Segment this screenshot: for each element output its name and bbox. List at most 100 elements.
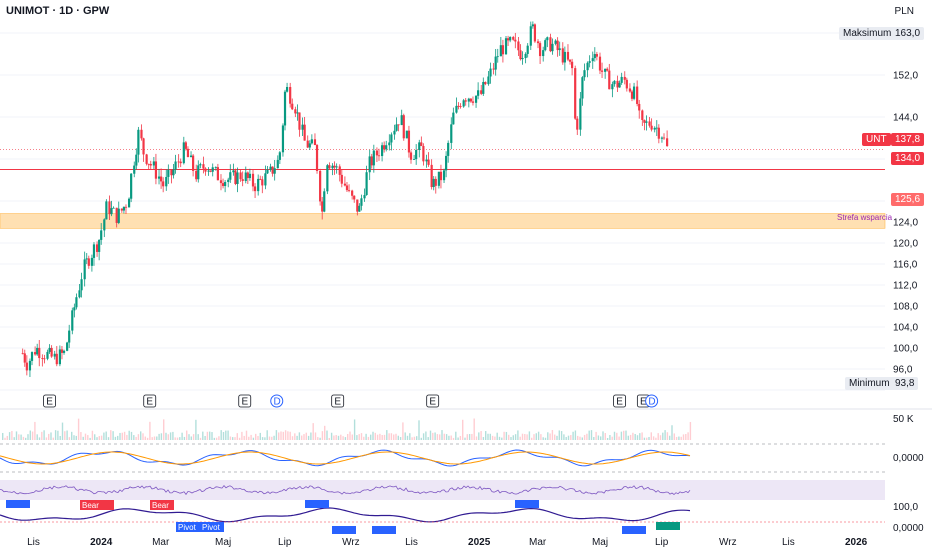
candle: [92, 244, 96, 258]
candle: [625, 79, 628, 89]
volume-bar: [565, 437, 567, 440]
volume-bar: [406, 435, 409, 440]
support-zone-label: Strefa wsparcia: [837, 213, 893, 222]
candle: [78, 290, 81, 298]
candle: [517, 41, 520, 51]
volume-axis-label: 50 K: [893, 414, 914, 425]
candle: [281, 125, 285, 153]
volume-bar: [512, 435, 514, 440]
volume-bar: [600, 436, 602, 440]
volume-bar: [416, 436, 418, 440]
volume-bar: [197, 434, 199, 440]
volume-bar: [310, 432, 312, 440]
candle: [632, 86, 636, 99]
volume-bar: [581, 437, 583, 440]
candle: [266, 169, 269, 174]
volume-bar: [514, 434, 517, 440]
candle: [432, 178, 435, 188]
candle: [289, 86, 292, 104]
volume-bar: [641, 432, 643, 440]
volume-bar: [547, 432, 549, 440]
volume-bar: [409, 433, 411, 440]
volume-bar: [305, 432, 307, 440]
signal-flag: [372, 526, 396, 534]
volume-bar: [556, 435, 558, 440]
volume-bar: [202, 431, 204, 440]
volume-bar: [549, 433, 551, 440]
candle: [170, 169, 173, 176]
volume-bar: [611, 436, 613, 440]
volume-bar: [363, 436, 365, 440]
candle: [221, 183, 225, 187]
volume-bar: [169, 432, 172, 440]
candle: [434, 178, 437, 186]
volume-bar: [593, 436, 595, 440]
candle: [623, 76, 626, 80]
volume-bar: [494, 436, 496, 440]
candle: [643, 119, 646, 123]
volume-bar: [466, 434, 468, 440]
volume-bar: [209, 431, 211, 440]
volume-bar: [18, 434, 20, 440]
candle: [30, 352, 34, 361]
volume-bar: [229, 436, 232, 440]
volume-bar: [372, 431, 374, 440]
volume-bar: [130, 431, 133, 440]
candle: [276, 159, 279, 169]
volume-bar: [188, 434, 190, 440]
candle: [285, 86, 289, 92]
x-tick-label: Lis: [405, 537, 418, 548]
volume-bar: [531, 437, 533, 440]
candle: [531, 24, 534, 27]
candle: [335, 166, 338, 168]
volume-bar: [59, 435, 61, 440]
volume-bar: [296, 435, 298, 440]
volume-bar: [572, 431, 574, 440]
volume-bar: [588, 430, 590, 440]
candle: [561, 48, 564, 63]
volume-bar: [485, 431, 487, 440]
volume-bar: [121, 432, 123, 440]
volume-bar: [123, 431, 126, 440]
volume-bar: [583, 434, 586, 440]
candle: [613, 80, 616, 85]
volume-bar: [625, 430, 627, 440]
candle: [549, 37, 552, 52]
volume-bar: [689, 421, 692, 440]
volume-bar: [204, 436, 206, 440]
volume-bar: [291, 436, 294, 440]
volume-bar: [232, 437, 234, 440]
candle: [315, 145, 319, 171]
candle: [291, 103, 294, 110]
candle: [375, 150, 379, 156]
volume-bar: [287, 431, 289, 440]
volume-bar: [482, 437, 485, 440]
candle: [135, 154, 138, 166]
candle: [579, 98, 582, 130]
candle: [506, 38, 510, 41]
volume-bar: [427, 437, 429, 440]
volume-bar: [294, 433, 296, 440]
candle: [655, 127, 658, 129]
volume-bar: [639, 433, 641, 440]
candle: [303, 124, 306, 141]
candle: [46, 351, 49, 359]
volume-bar: [218, 436, 220, 440]
volume-bar: [181, 432, 183, 440]
volume-bar: [457, 437, 459, 440]
candle: [452, 112, 455, 125]
volume-bar: [100, 435, 103, 440]
candle: [306, 140, 309, 148]
candle: [251, 173, 255, 187]
candle: [283, 91, 287, 126]
osc1-line: [0, 449, 691, 467]
candle: [333, 165, 336, 168]
candle: [108, 201, 111, 215]
volume-bar: [252, 437, 255, 440]
candle: [162, 181, 165, 187]
candle: [533, 24, 537, 42]
line2-price-tag: 125,6: [891, 193, 925, 206]
candle: [105, 201, 108, 220]
earnings-marker: [331, 394, 345, 408]
